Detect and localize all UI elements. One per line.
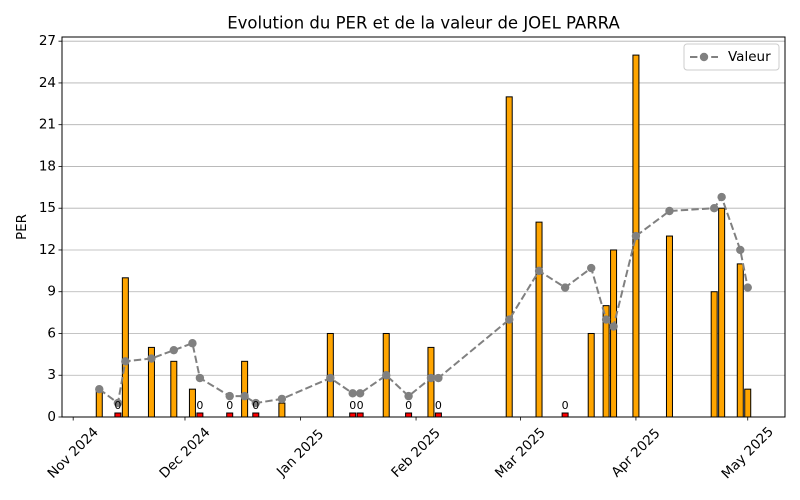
valeur-point — [326, 373, 335, 383]
valeur-point — [121, 357, 130, 366]
valeur-point — [225, 391, 234, 401]
y-axis: 0 3 6 9 12 15 18 21 24 27 — [39, 33, 62, 425]
per-bar — [610, 249, 618, 418]
per-bar — [188, 388, 196, 418]
per-bar — [241, 360, 249, 418]
y-tick-label: 21 — [39, 117, 56, 133]
valeur-point — [348, 389, 357, 398]
legend: Valeur — [683, 43, 780, 71]
per-bar-zero — [561, 412, 569, 418]
valeur-point — [534, 266, 544, 276]
chart-title: Evolution du PER et de la valeur de JOEL… — [227, 14, 620, 33]
valeur-point — [587, 263, 596, 273]
valeur-point — [240, 391, 249, 401]
per-bar — [170, 360, 178, 418]
per-bar — [278, 402, 286, 418]
per-bar-zero — [226, 412, 234, 418]
plot-area-frame — [61, 36, 786, 418]
per-bar — [736, 263, 744, 418]
y-tick-label: 0 — [47, 409, 56, 425]
valeur-point — [169, 345, 179, 355]
valeur-point — [709, 204, 719, 213]
bar-value-label: 0 — [114, 399, 121, 412]
per-bars — [95, 54, 752, 418]
valeur-point — [113, 398, 123, 408]
valeur-point — [404, 391, 413, 401]
y-tick-label: 27 — [39, 33, 56, 49]
valeur-point — [355, 389, 365, 398]
per-bar — [718, 207, 726, 418]
legend-marker — [699, 52, 709, 62]
per-bar-zero — [252, 412, 260, 418]
valeur-line — [98, 196, 749, 405]
per-bar — [665, 235, 673, 418]
valeur-point — [601, 315, 611, 324]
x-tick-label: Jan 2025 — [273, 426, 327, 480]
per-bar — [121, 277, 129, 418]
bar-value-label: 0 — [435, 399, 442, 412]
valeur-point — [188, 339, 197, 348]
y-tick-label: 15 — [39, 200, 56, 216]
valeur-point — [382, 371, 391, 380]
y-tick-label: 18 — [39, 158, 56, 174]
per-bar — [535, 221, 543, 418]
valeur-series — [95, 192, 752, 408]
per-bar — [744, 388, 752, 418]
valeur-point — [95, 384, 104, 394]
per-bar — [710, 291, 718, 418]
valeur-point — [505, 315, 514, 324]
bar-value-label: 0 — [405, 399, 412, 412]
x-axis: Nov 2024 Dec 2024 Jan 2025 Feb 2025 Mar 2025… — [45, 417, 777, 482]
valeur-point — [609, 322, 618, 331]
y-tick-label: 12 — [39, 242, 56, 258]
x-tick-label: May 2025 — [719, 424, 777, 482]
per-bar — [587, 332, 595, 418]
bar-value-label: 0 — [562, 399, 569, 412]
valeur-point — [277, 394, 287, 404]
valeur-point — [426, 373, 436, 383]
x-tick-label: Dec 2024 — [156, 424, 213, 481]
valeur-point — [434, 373, 443, 383]
bar-value-label: 0 — [357, 399, 364, 412]
y-tick-label: 9 — [47, 284, 56, 300]
per-bar-zero — [114, 412, 122, 418]
legend-label: Valeur — [728, 49, 771, 65]
y-axis-label: PER — [14, 214, 30, 240]
per-bar — [505, 96, 513, 418]
y-tick-label: 24 — [39, 75, 56, 91]
bar-value-label: 0 — [349, 399, 356, 412]
per-bar-zero — [349, 412, 357, 418]
y-tick-label: 3 — [47, 367, 56, 383]
per-bar-zero — [405, 412, 413, 418]
x-tick-label: Mar 2025 — [492, 425, 549, 482]
valeur-point — [743, 283, 752, 292]
valeur-point — [631, 231, 641, 241]
legend-frame — [683, 43, 780, 71]
x-tick-label: Apr 2025 — [608, 425, 663, 480]
bar-value-label: 0 — [252, 399, 259, 412]
valeur-point — [251, 398, 260, 408]
valeur-point — [717, 192, 726, 202]
x-tick-label: Nov 2024 — [45, 424, 102, 481]
valeur-point — [195, 373, 205, 383]
valeur-point — [147, 354, 156, 363]
bar-value-label: 0 — [226, 399, 233, 412]
per-bar-zero — [356, 412, 364, 418]
valeur-point — [736, 245, 745, 255]
per-bar-zero — [196, 412, 204, 418]
y-tick-label: 6 — [47, 325, 56, 341]
per-bar-zero — [434, 412, 442, 418]
bar-value-label: 0 — [196, 399, 203, 412]
valeur-point — [665, 206, 674, 216]
gridlines — [62, 40, 785, 418]
valeur-point — [560, 283, 570, 292]
x-tick-label: Feb 2025 — [388, 425, 444, 481]
